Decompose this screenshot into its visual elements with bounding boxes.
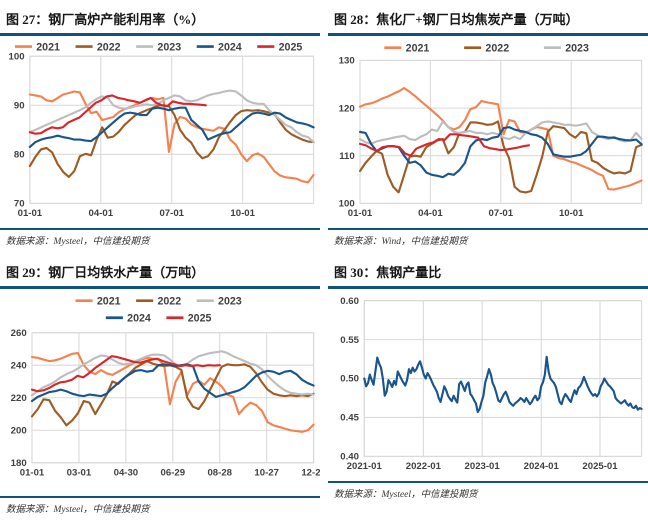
- legend-label-2022: 2022: [97, 41, 121, 53]
- y-tick-label: 100: [339, 199, 355, 210]
- data-source: 数据来源：Mysteel，中信建投期货: [0, 227, 320, 255]
- y-tick-label: 80: [14, 150, 25, 161]
- x-tick-label: 03-01: [67, 467, 92, 478]
- legend-label-2025: 2025: [188, 312, 212, 324]
- figure-title: 图 28：焦化厂+钢厂日均焦炭产量（万吨）: [328, 2, 648, 36]
- series-line-2024: [358, 126, 643, 179]
- chart-svg: 100 110 120 130 01-01 04-01 07-01 10-01 2021 2022…: [339, 42, 643, 219]
- x-tick-label: 10-01: [559, 208, 584, 219]
- line-chart-capacity-utilization: 70 80 90 100 01-01 04-01 07-01 10-01 2021 2022 202…: [0, 36, 320, 227]
- x-tick-label: 08-28: [207, 467, 232, 478]
- series-line-2025: [28, 94, 207, 135]
- x-tick-label: 07-01: [489, 208, 514, 219]
- legend-label-2021: 2021: [406, 42, 430, 54]
- series-line-2024: [30, 363, 315, 402]
- x-tick-label: 2022-01: [406, 461, 442, 472]
- x-tick-label: 10-01: [230, 208, 255, 219]
- series-line-2025: [30, 355, 221, 393]
- x-tick-label: 04-01: [89, 208, 114, 219]
- x-tick-label: 06-29: [161, 467, 186, 478]
- figure-title: 图 30：焦钢产量比: [328, 255, 648, 289]
- legend-label-2023: 2023: [157, 41, 181, 53]
- series-line-2022: [28, 104, 315, 179]
- x-tick-label: 01-01: [348, 208, 373, 219]
- series-line-2023: [30, 350, 315, 397]
- x-tick-label: 2023-01: [465, 461, 501, 472]
- series-line-2021: [28, 90, 315, 184]
- y-tick-label: 0.50: [340, 374, 359, 385]
- y-tick-label: 70: [14, 199, 25, 210]
- y-tick-label: 110: [339, 151, 354, 162]
- legend-label-2021: 2021: [36, 41, 60, 53]
- y-tick-label: 130: [339, 56, 355, 67]
- series-line-2021: [30, 351, 315, 433]
- y-tick-label: 0.45: [340, 413, 359, 424]
- y-tick-label: 200: [11, 425, 27, 436]
- series-line-2025: [358, 133, 531, 157]
- chart-svg: 70 80 90 100 01-01 04-01 07-01 10-01 2021 2022 202…: [9, 41, 315, 219]
- x-tick-label: 12-26: [301, 467, 320, 478]
- legend-label-2024: 2024: [127, 312, 151, 324]
- legend-label-2023: 2023: [565, 42, 589, 54]
- legend-label-2025: 2025: [279, 41, 303, 53]
- series-line-2023: [358, 120, 643, 145]
- y-tick-label: 240: [11, 360, 27, 371]
- plot-border: [31, 331, 315, 464]
- y-tick-label: 260: [11, 328, 27, 339]
- figure-28: 图 28：焦化厂+钢厂日均焦炭产量（万吨） 100 110 120 130 01-01 0…: [328, 2, 648, 255]
- x-tick-label: 2025-01: [582, 461, 618, 472]
- legend-label-2022: 2022: [157, 295, 181, 307]
- legend-label-2022: 2022: [485, 42, 509, 54]
- legend-label-2021: 2021: [97, 295, 121, 307]
- x-tick-label: 01-01: [18, 208, 43, 219]
- x-tick-label: 2024-01: [524, 461, 560, 472]
- figure-title: 图 29：钢厂日均铁水产量（万吨）: [0, 255, 320, 289]
- legend-label-2024: 2024: [218, 41, 242, 53]
- x-tick-label: 04-30: [114, 467, 139, 478]
- y-tick-label: 0.55: [340, 335, 359, 346]
- plot-border: [29, 55, 315, 204]
- data-source: 数据来源：Mysteel，中信建投期货: [0, 495, 320, 523]
- data-source: 数据来源：Mysteel，中信建投期货: [328, 480, 648, 508]
- legend-label-2023: 2023: [218, 295, 242, 307]
- y-tick-label: 90: [14, 100, 25, 111]
- line-chart-hot-metal-output: 180 200 220 240 260 01-01 03-01 04-30 06-29 08-28…: [0, 289, 320, 495]
- x-tick-label: 10-27: [254, 467, 278, 478]
- chart-svg: 180 200 220 240 260 01-01 03-01 04-30 06-29 08-28…: [11, 295, 320, 478]
- line-chart-coke-output: 100 110 120 130 01-01 04-01 07-01 10-01 2021 2022…: [328, 36, 648, 227]
- y-tick-label: 180: [11, 458, 27, 469]
- figure-title: 图 27：钢厂高炉产能利用率（%）: [0, 2, 320, 36]
- x-tick-label: 07-01: [159, 208, 184, 219]
- series-line-2021: [358, 87, 643, 191]
- x-tick-label: 04-01: [418, 208, 443, 219]
- y-tick-label: 0.40: [340, 451, 359, 462]
- x-tick-label: 2021-01: [347, 461, 383, 472]
- figure-29: 图 29：钢厂日均铁水产量（万吨） 180 200 220 240 260 01-01 03…: [0, 255, 320, 523]
- figure-27: 图 27：钢厂高炉产能利用率（%） 70 80 90 100 01-01 04-01 07-…: [0, 2, 320, 255]
- data-source: 数据来源：Wind，中信建投期货: [328, 227, 648, 255]
- x-tick-label: 01-01: [20, 467, 45, 478]
- series-line-2024: [28, 106, 315, 149]
- y-tick-label: 100: [9, 51, 25, 62]
- y-tick-label: 220: [11, 393, 27, 404]
- figure-30: 图 30：焦钢产量比 0.40 0.45 0.50 0.55 0.60 2021-01 20…: [328, 255, 648, 523]
- line-chart-coke-steel-ratio: 0.40 0.45 0.50 0.55 0.60 2021-01 2022-01 2023-0…: [328, 289, 648, 480]
- series-line-焦钢产量比: [363, 355, 643, 413]
- y-tick-label: 0.60: [340, 296, 359, 307]
- series-line-2023: [28, 89, 315, 144]
- chart-svg: 0.40 0.45 0.50 0.55 0.60 2021-01 2022-01 2023-0…: [340, 296, 643, 472]
- y-tick-label: 120: [339, 103, 355, 114]
